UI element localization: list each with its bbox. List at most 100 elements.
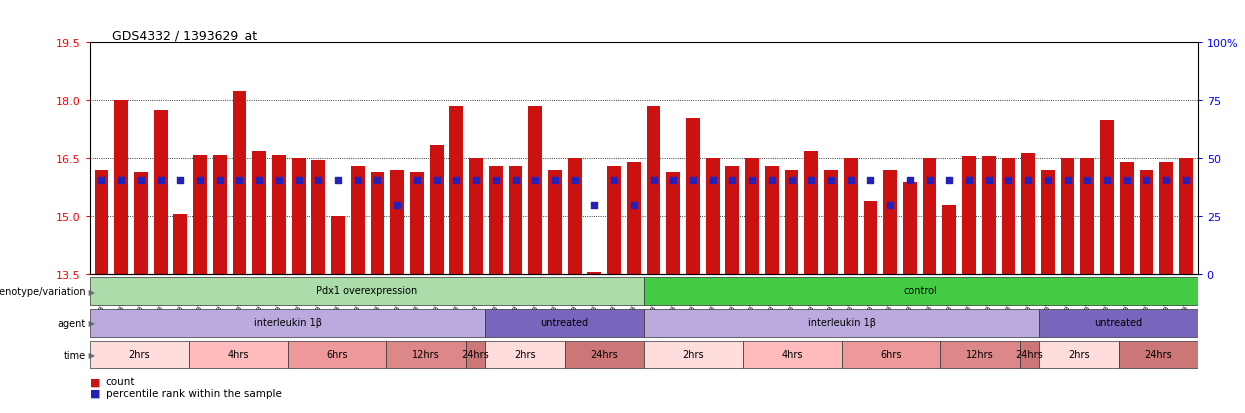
Text: untreated: untreated: [1094, 318, 1143, 328]
Point: [466, 177, 486, 183]
Point: [1157, 177, 1177, 183]
Bar: [90, 342, 188, 368]
Bar: [528, 107, 542, 275]
Text: genotype/variation: genotype/variation: [0, 286, 86, 297]
Bar: [90, 310, 486, 337]
Bar: [1040, 310, 1198, 337]
Bar: [1118, 342, 1198, 368]
Text: ■: ■: [90, 377, 100, 387]
Point: [329, 177, 349, 183]
Point: [880, 202, 900, 209]
Bar: [469, 159, 483, 275]
Text: 2hrs: 2hrs: [1068, 349, 1089, 359]
Bar: [1061, 159, 1074, 275]
Bar: [1020, 342, 1040, 368]
Bar: [1001, 159, 1016, 275]
Point: [1137, 177, 1157, 183]
Point: [269, 177, 289, 183]
Point: [151, 177, 171, 183]
Point: [742, 177, 762, 183]
Bar: [883, 171, 896, 275]
Bar: [903, 182, 916, 275]
Bar: [271, 155, 286, 275]
Point: [820, 177, 840, 183]
Text: time: time: [63, 350, 86, 360]
Bar: [726, 167, 740, 275]
Bar: [608, 167, 621, 275]
Bar: [564, 342, 644, 368]
Point: [840, 177, 860, 183]
Point: [702, 177, 722, 183]
Point: [210, 177, 230, 183]
Point: [505, 177, 525, 183]
Text: 2hrs: 2hrs: [128, 349, 149, 359]
Point: [584, 202, 604, 209]
Text: 24hrs: 24hrs: [1016, 349, 1043, 359]
Bar: [193, 155, 207, 275]
Bar: [371, 173, 385, 275]
Bar: [1101, 121, 1114, 275]
Point: [860, 177, 880, 183]
Bar: [588, 273, 601, 275]
Bar: [90, 278, 644, 305]
Bar: [746, 159, 759, 275]
Text: interleukin 1β: interleukin 1β: [254, 318, 321, 328]
Text: ▶: ▶: [86, 287, 95, 296]
Point: [545, 177, 565, 183]
Point: [486, 177, 505, 183]
Bar: [213, 155, 227, 275]
Bar: [923, 159, 936, 275]
Bar: [486, 310, 644, 337]
Point: [624, 202, 644, 209]
Point: [131, 177, 151, 183]
Bar: [804, 151, 818, 275]
Text: 6hrs: 6hrs: [326, 349, 347, 359]
Point: [407, 177, 427, 183]
Point: [190, 177, 210, 183]
Point: [447, 177, 467, 183]
Bar: [311, 161, 325, 275]
Point: [939, 177, 959, 183]
Point: [387, 202, 407, 209]
Point: [802, 177, 822, 183]
Text: 12hrs: 12hrs: [966, 349, 994, 359]
Bar: [940, 342, 1020, 368]
Bar: [686, 119, 700, 275]
Point: [92, 177, 112, 183]
Text: 2hrs: 2hrs: [514, 349, 535, 359]
Text: 24hrs: 24hrs: [462, 349, 489, 359]
Point: [1018, 177, 1038, 183]
Text: 24hrs: 24hrs: [590, 349, 618, 359]
Text: untreated: untreated: [540, 318, 589, 328]
Bar: [233, 92, 247, 275]
Point: [1175, 177, 1195, 183]
Bar: [288, 342, 386, 368]
Bar: [134, 173, 148, 275]
Bar: [962, 157, 976, 275]
Bar: [706, 159, 720, 275]
Bar: [486, 342, 564, 368]
Bar: [644, 310, 1040, 337]
Point: [644, 177, 664, 183]
Bar: [982, 157, 996, 275]
Bar: [627, 163, 641, 275]
Bar: [489, 167, 503, 275]
Point: [1117, 177, 1137, 183]
Bar: [95, 171, 108, 275]
Point: [367, 177, 387, 183]
Bar: [509, 167, 523, 275]
Point: [920, 177, 940, 183]
Bar: [666, 173, 680, 275]
Point: [111, 177, 131, 183]
Bar: [153, 111, 168, 275]
Point: [525, 177, 545, 183]
Point: [604, 177, 624, 183]
Text: interleukin 1β: interleukin 1β: [808, 318, 875, 328]
Text: percentile rank within the sample: percentile rank within the sample: [106, 388, 281, 398]
Text: agent: agent: [57, 318, 86, 328]
Bar: [253, 151, 266, 275]
Bar: [291, 159, 305, 275]
Bar: [115, 101, 128, 275]
Point: [1038, 177, 1058, 183]
Bar: [449, 107, 463, 275]
